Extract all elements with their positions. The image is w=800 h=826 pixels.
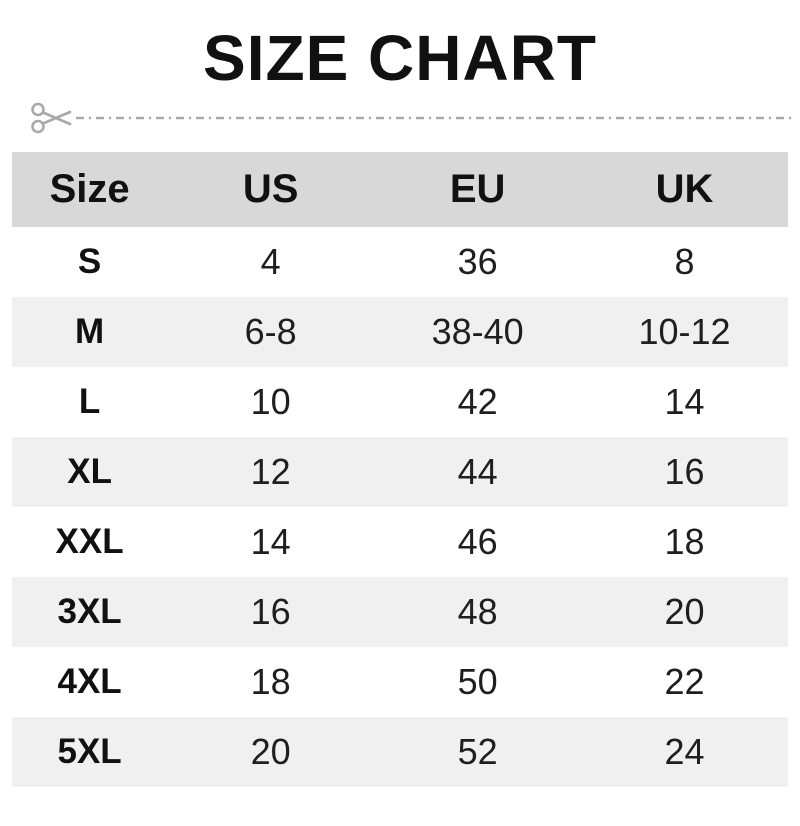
size-label-cell: M xyxy=(75,312,105,351)
page-title: SIZE CHART xyxy=(203,22,597,94)
table-header-row: Size US EU UK xyxy=(12,152,788,227)
size-label-cell: 4XL xyxy=(57,662,122,701)
table-row-m: M 6-8 38-40 10-12 xyxy=(12,297,788,367)
column-header-eu: EU xyxy=(449,167,506,211)
table-row-s: S 4 36 8 xyxy=(12,227,788,297)
column-header-size: Size xyxy=(49,167,130,211)
us-value-cell: 6-8 xyxy=(244,311,297,352)
table-row-3xl: 3XL 16 48 20 xyxy=(12,577,788,647)
size-label-cell: L xyxy=(78,382,101,421)
size-label-cell: 5XL xyxy=(57,732,122,771)
uk-value-cell: 10-12 xyxy=(638,311,731,352)
eu-value-cell: 48 xyxy=(457,591,498,632)
table-row-xl: XL 12 44 16 xyxy=(12,437,788,507)
table-row-l: L 10 42 14 xyxy=(12,367,788,437)
eu-value-cell: 46 xyxy=(457,521,498,562)
scissors-icon xyxy=(31,102,72,134)
cut-line xyxy=(0,98,800,138)
column-header-us: US xyxy=(242,167,299,211)
uk-value-cell: 16 xyxy=(664,451,705,492)
size-label-cell: S xyxy=(77,242,102,281)
us-value-cell: 18 xyxy=(250,661,291,702)
size-table: Size US EU UK S 4 36 8 M 6-8 38-40 10-12… xyxy=(12,152,788,787)
us-value-cell: 14 xyxy=(250,521,291,562)
uk-value-cell: 22 xyxy=(664,661,705,702)
uk-value-cell: 14 xyxy=(664,381,705,422)
eu-value-cell: 42 xyxy=(457,381,498,422)
uk-value-cell: 18 xyxy=(664,521,705,562)
eu-value-cell: 36 xyxy=(457,241,498,282)
us-value-cell: 10 xyxy=(250,381,291,422)
size-label-cell: XL xyxy=(67,452,112,491)
us-value-cell: 16 xyxy=(250,591,291,632)
eu-value-cell: 50 xyxy=(457,661,498,702)
size-label-cell: XXL xyxy=(55,522,124,561)
table-row-5xl: 5XL 20 52 24 xyxy=(12,717,788,787)
column-header-uk: UK xyxy=(655,167,714,211)
eu-value-cell: 44 xyxy=(457,451,498,492)
eu-value-cell: 52 xyxy=(457,731,498,772)
eu-value-cell: 38-40 xyxy=(431,311,524,352)
table-row-4xl: 4XL 18 50 22 xyxy=(12,647,788,717)
us-value-cell: 12 xyxy=(250,451,291,492)
size-label-cell: 3XL xyxy=(57,592,122,631)
cut-line-graphic xyxy=(31,102,792,134)
uk-value-cell: 20 xyxy=(664,591,705,632)
uk-value-cell: 24 xyxy=(664,731,705,772)
table-row-xxl: XXL 14 46 18 xyxy=(12,507,788,577)
size-chart-page: SIZE CHART Size US EU UK xyxy=(0,26,800,826)
uk-value-cell: 8 xyxy=(674,241,695,282)
us-value-cell: 20 xyxy=(250,731,291,772)
us-value-cell: 4 xyxy=(260,241,281,282)
